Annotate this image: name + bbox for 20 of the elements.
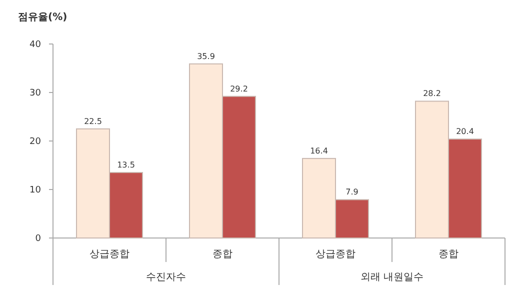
x-tick-label: 상급종합 — [90, 249, 130, 260]
x-tick-label: 종합 — [438, 249, 458, 260]
y-tick-label: 30 — [30, 88, 42, 98]
y-tick-label: 20 — [30, 137, 42, 147]
y-axis-title: 점유율(%) — [18, 12, 68, 23]
text: 수진자수 — [146, 272, 186, 283]
data-label: 20.4 — [456, 127, 474, 136]
data-label: 22.5 — [84, 116, 102, 126]
x-tick-label: 상급종합 — [316, 249, 356, 260]
y-tick-label: 40 — [30, 40, 42, 50]
data-label: 13.5 — [117, 160, 135, 170]
data-label: 28.2 — [423, 89, 441, 98]
text: 외래 내원일수 — [360, 272, 424, 283]
y-tick-label: 10 — [30, 186, 42, 196]
data-label: 7.9 — [346, 188, 358, 197]
y-tick-label: 0 — [35, 234, 42, 244]
data-label: 16.4 — [310, 146, 328, 156]
data-label: 35.9 — [197, 52, 215, 61]
data-label: 29.2 — [230, 84, 248, 94]
x-tick-label: 종합 — [212, 249, 232, 260]
